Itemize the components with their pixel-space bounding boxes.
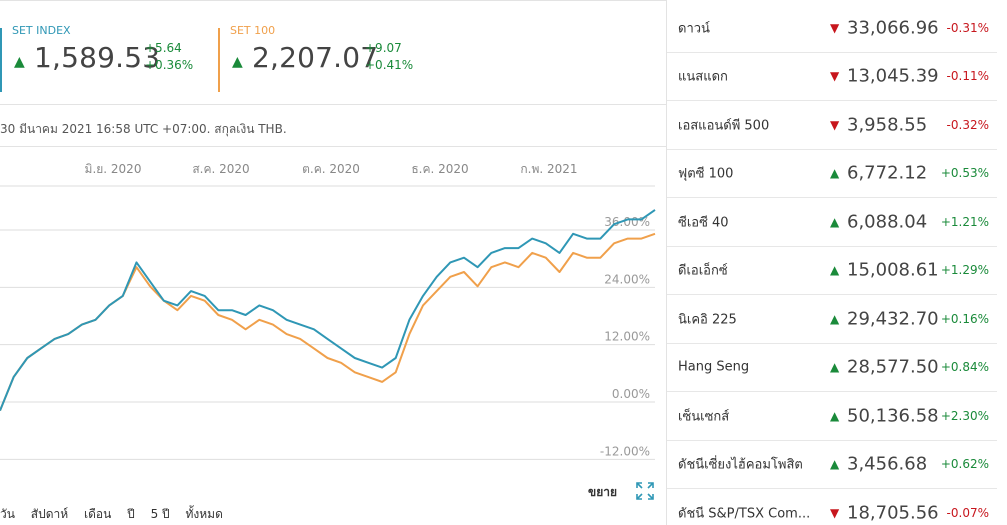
market-change-percent: +0.16%	[940, 311, 989, 326]
up-arrow-icon: ▲	[830, 263, 840, 278]
market-change-percent: +0.84%	[940, 360, 989, 375]
market-row[interactable]: แนสแดก ▼ 13,045.39 -0.11%	[667, 53, 997, 101]
y-tick-label: 12.00%	[604, 330, 650, 344]
range-all[interactable]: ทั้งหมด	[185, 507, 223, 521]
index-value: 1,589.53	[34, 41, 161, 74]
market-value: 6,772.12	[847, 162, 928, 184]
index-change-points: +9.07	[365, 41, 402, 55]
panel-divider	[666, 0, 667, 525]
up-arrow-icon: ▲	[830, 166, 840, 181]
market-row[interactable]: เอสแอนด์พี 500 ▼ 3,958.55 -0.32%	[667, 101, 997, 150]
index-name: SET INDEX	[12, 24, 71, 37]
market-change-percent: -0.31%	[946, 20, 989, 35]
up-arrow-icon: ▲	[830, 408, 840, 423]
market-row[interactable]: นิเคอิ 225 ▲ 29,432.70 +0.16%	[667, 295, 997, 344]
up-arrow-icon: ▲	[14, 54, 25, 70]
index-change: +9.07 +0.41%	[365, 40, 413, 74]
range-year[interactable]: ปี	[127, 507, 135, 521]
up-arrow-icon: ▲	[232, 54, 243, 70]
as-of-text: 30 มีนาคม 2021 16:58 UTC +07:00. สกุลเงิ…	[0, 122, 287, 136]
market-row[interactable]: ฟุตซี 100 ▲ 6,772.12 +0.53%	[667, 150, 997, 198]
market-value: 3,958.55	[847, 114, 928, 136]
market-value: 28,577.50	[847, 356, 939, 378]
markets-list: ดาวน์ ▼ 33,066.96 -0.31% แนสแดก ▼ 13,045.39 -0.…	[667, 0, 1007, 525]
market-name[interactable]: ดัชนี S&P/TSX Com...	[678, 506, 811, 522]
market-change-percent: +1.29%	[940, 263, 989, 278]
index-change-percent: +0.36%	[145, 58, 194, 72]
market-name[interactable]: ฟุตซี 100	[678, 166, 734, 182]
market-row[interactable]: ดีเอเอ็กซ์ ▲ 15,008.61 +1.29%	[667, 247, 997, 295]
index-chart-panel: SET INDEX ▲ 1,589.53 +5.64 +0.36% SET 10…	[0, 0, 666, 524]
index-name: SET 100	[230, 24, 276, 37]
market-row[interactable]: ซีเอซี 40 ▲ 6,088.04 +1.21%	[667, 198, 997, 247]
index-change-points: +5.64	[145, 41, 182, 55]
x-tick-label: ส.ค. 2020	[192, 162, 249, 176]
index-change-percent: +0.41%	[365, 58, 414, 72]
x-tick-label: มิ.ย. 2020	[85, 162, 142, 176]
series-line	[0, 209, 656, 411]
market-name[interactable]: ดีเอเอ็กซ์	[678, 263, 728, 279]
range-selector: วัน สัปดาห์ เดือน ปี 5 ปี ทั้งหมด	[0, 505, 235, 524]
market-name[interactable]: นิเคอิ 225	[678, 312, 737, 328]
market-value: 29,432.70	[847, 308, 939, 330]
down-arrow-icon: ▼	[830, 69, 840, 84]
range-day[interactable]: วัน	[0, 507, 15, 521]
index-change: +5.64 +0.36%	[145, 40, 193, 74]
market-name[interactable]: เซ็นเซกส์	[678, 409, 730, 425]
market-change-percent: +0.53%	[940, 166, 989, 181]
market-change-percent: -0.32%	[946, 117, 989, 132]
up-arrow-icon: ▲	[830, 214, 840, 229]
market-name[interactable]: Hang Seng	[678, 359, 750, 375]
market-value: 18,705.56	[847, 502, 939, 524]
market-value: 13,045.39	[847, 65, 939, 87]
top-divider	[0, 0, 666, 1]
market-value: 50,136.58	[847, 405, 939, 427]
market-change-percent: +1.21%	[940, 214, 989, 229]
market-change-percent: -0.11%	[946, 69, 989, 84]
index-color-bar	[0, 28, 2, 92]
up-arrow-icon: ▲	[830, 360, 840, 375]
expand-button[interactable]: ขยาย	[588, 485, 618, 499]
index-color-bar	[218, 28, 220, 92]
up-arrow-icon: ▲	[830, 311, 840, 326]
divider	[0, 104, 666, 105]
market-change-percent: -0.07%	[946, 505, 989, 520]
market-row[interactable]: ดัชนี S&P/TSX Com... ▼ 18,705.56 -0.07%	[667, 489, 997, 525]
up-arrow-icon: ▲	[830, 457, 840, 472]
series-line	[0, 232, 656, 411]
market-value: 3,456.68	[847, 453, 928, 475]
x-tick-label: ธ.ค. 2020	[411, 162, 468, 176]
market-row[interactable]: ดาวน์ ▼ 33,066.96 -0.31%	[667, 4, 997, 53]
range-week[interactable]: สัปดาห์	[30, 507, 69, 521]
market-value: 6,088.04	[847, 211, 928, 233]
down-arrow-icon: ▼	[830, 117, 840, 132]
market-row[interactable]: Hang Seng ▲ 28,577.50 +0.84%	[667, 344, 997, 392]
market-value: 33,066.96	[847, 17, 939, 39]
market-name[interactable]: ดาวน์	[678, 21, 710, 37]
expand-icon[interactable]	[635, 481, 655, 501]
market-value: 15,008.61	[847, 259, 939, 281]
line-chart[interactable]: 36.00% 24.00% 12.00% 0.00% -12.00% มิ.ย. 2020…	[0, 146, 666, 476]
x-tick-label: ต.ค. 2020	[302, 162, 360, 176]
market-name[interactable]: ดัชนีเซี่ยงไฮ้คอมโพสิต	[678, 457, 803, 473]
down-arrow-icon: ▼	[830, 20, 840, 35]
market-name[interactable]: ซีเอซี 40	[678, 215, 729, 231]
y-tick-label: -12.00%	[600, 444, 650, 458]
x-tick-label: ก.พ. 2021	[520, 162, 577, 176]
market-row[interactable]: ดัชนีเซี่ยงไฮ้คอมโพสิต ▲ 3,456.68 +0.62%	[667, 441, 997, 489]
market-row[interactable]: เซ็นเซกส์ ▲ 50,136.58 +2.30%	[667, 392, 997, 441]
market-name[interactable]: แนสแดก	[678, 69, 728, 85]
market-change-percent: +2.30%	[940, 408, 989, 423]
y-tick-label: 24.00%	[604, 272, 650, 286]
range-5y[interactable]: 5 ปี	[150, 507, 170, 521]
down-arrow-icon: ▼	[830, 505, 840, 520]
range-month[interactable]: เดือน	[84, 507, 112, 521]
y-tick-label: 0.00%	[612, 387, 650, 401]
divider	[0, 146, 666, 147]
index-value: 2,207.07	[252, 41, 379, 74]
line-chart-svg: 36.00%24.00%12.00%0.00%-12.00%มิ.ย. 2020…	[0, 162, 656, 460]
market-change-percent: +0.62%	[940, 457, 989, 472]
market-name[interactable]: เอสแอนด์พี 500	[678, 118, 770, 134]
